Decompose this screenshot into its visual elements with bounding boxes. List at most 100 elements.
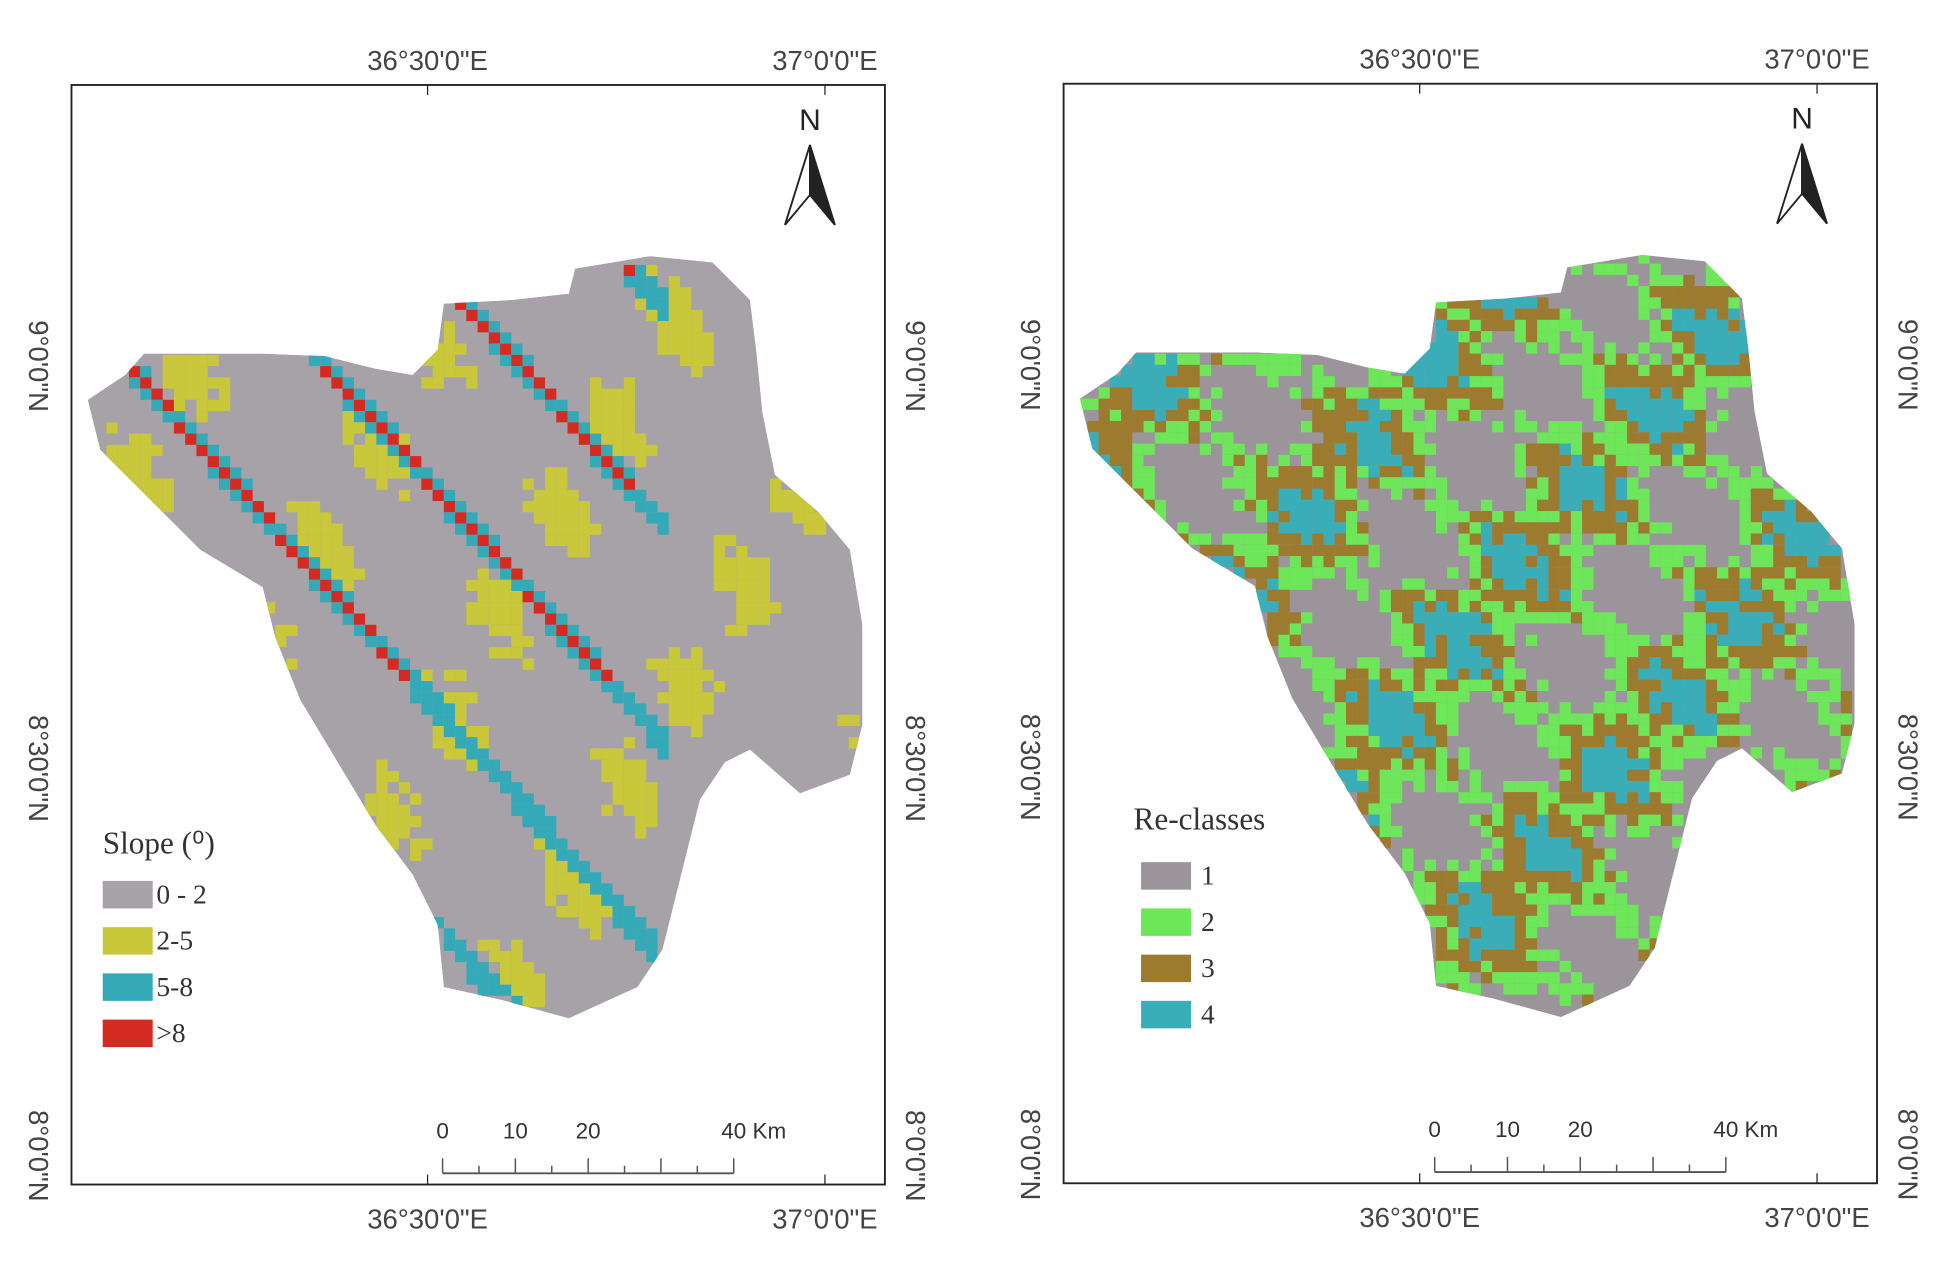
raster-cell: [1525, 904, 1538, 916]
raster-cell: [1717, 612, 1729, 624]
raster-cell: [1582, 747, 1594, 759]
raster-cell: [1593, 724, 1605, 736]
raster-cell: [1593, 533, 1605, 545]
raster-cell: [1244, 567, 1257, 579]
raster-cell: [1402, 364, 1414, 377]
raster-cell: [320, 366, 332, 378]
raster-cell: [1300, 578, 1313, 590]
raster-cell: [1177, 398, 1189, 410]
raster-cell: [511, 950, 523, 963]
raster-cell: [1615, 488, 1628, 500]
raster-cell: [1604, 758, 1616, 770]
raster-cell: [1233, 454, 1245, 467]
raster-cell: [1345, 567, 1358, 579]
raster-cell: [421, 838, 433, 850]
raster-cell: [353, 388, 366, 400]
raster-cell: [1323, 454, 1335, 467]
raster-cell: [1615, 364, 1628, 377]
raster-cell: [1233, 556, 1245, 568]
raster-cell: [1570, 589, 1583, 602]
raster-cell: [1537, 859, 1549, 871]
raster-cell: [601, 759, 613, 771]
raster-cell: [1649, 735, 1661, 748]
raster-cell: [1390, 432, 1403, 444]
raster-cell: [466, 748, 478, 760]
raster-cell: [1638, 769, 1650, 781]
raster-cell: [1154, 387, 1167, 399]
raster-cell: [545, 613, 557, 625]
raster-cell: [443, 748, 456, 760]
raster-cell: [1211, 544, 1223, 557]
raster-cell: [1638, 454, 1650, 467]
raster-cell: [1582, 353, 1594, 365]
raster-cell: [1739, 567, 1751, 579]
raster-cell: [736, 591, 748, 603]
raster-cell: [1199, 443, 1212, 455]
raster-cell: [398, 804, 411, 816]
raster-cell: [1604, 690, 1616, 703]
raster-cell: [1672, 376, 1684, 388]
raster-cell: [1267, 353, 1279, 365]
raster-cell: [432, 478, 444, 490]
raster-cell: [1447, 331, 1459, 343]
raster-cell: [1233, 567, 1245, 579]
raster-cell: [1514, 780, 1526, 793]
raster-cell: [1121, 421, 1133, 433]
raster-cell: [1638, 747, 1650, 759]
raster-cell: [1548, 792, 1560, 804]
raster-cell: [567, 624, 579, 636]
raster-cell: [1649, 319, 1661, 332]
raster-cell: [1390, 477, 1403, 489]
raster-cell: [533, 377, 546, 389]
raster-cell: [1278, 544, 1290, 557]
raster-cell: [1300, 544, 1313, 557]
raster-cell: [1390, 601, 1403, 613]
raster-cell: [668, 321, 680, 333]
raster-cell: [252, 512, 264, 524]
raster-cell: [1739, 522, 1751, 534]
raster-cell: [500, 354, 512, 367]
raster-cell: [230, 489, 242, 502]
raster-cell: [1222, 477, 1234, 489]
raster-cell: [511, 973, 523, 985]
raster-cell: [1762, 668, 1774, 680]
raster-cell: [1413, 443, 1425, 455]
north-arrow-right: [1801, 143, 1828, 225]
raster-cell: [1627, 398, 1639, 410]
raster-cell: [1728, 612, 1740, 624]
raster-cell: [1570, 825, 1583, 838]
raster-cell: [353, 399, 366, 412]
latitude-label: 8°0'0"N: [900, 1110, 931, 1202]
raster-cell: [1672, 387, 1684, 399]
raster-cell: [1447, 859, 1459, 871]
raster-cell: [342, 399, 354, 412]
raster-cell: [1525, 477, 1538, 489]
raster-cell: [1222, 432, 1234, 444]
raster-cell: [1525, 342, 1538, 354]
raster-cell: [1795, 589, 1808, 602]
raster-cell: [1345, 398, 1358, 410]
raster-cell: [1458, 915, 1470, 928]
raster-cell: [1458, 960, 1470, 973]
raster-cell: [342, 411, 354, 423]
raster-cell: [1166, 364, 1178, 377]
raster-cell: [1447, 904, 1459, 916]
raster-cell: [432, 343, 444, 355]
raster-cell: [1638, 499, 1650, 512]
raster-cell: [1548, 544, 1560, 557]
raster-cell: [1537, 466, 1549, 478]
raster-cell: [1458, 511, 1470, 523]
raster-cell: [443, 343, 456, 355]
raster-cell: [545, 388, 557, 400]
raster-cell: [1435, 522, 1448, 534]
raster-cell: [1480, 511, 1493, 523]
raster-cell: [410, 849, 422, 861]
raster-cell: [1694, 331, 1706, 343]
raster-cell: [1548, 601, 1560, 613]
raster-cell: [1413, 466, 1425, 478]
raster-cell: [1638, 409, 1650, 422]
raster-cell: [1492, 533, 1504, 545]
raster-cell: [455, 366, 467, 378]
raster-cell: [1267, 376, 1279, 388]
raster-cell: [623, 737, 636, 749]
